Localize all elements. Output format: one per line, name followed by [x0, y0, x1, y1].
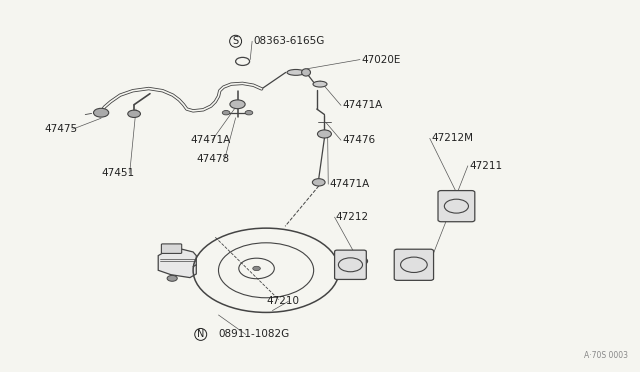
Circle shape: [222, 110, 230, 115]
Circle shape: [167, 275, 177, 281]
Text: 47020E: 47020E: [361, 55, 401, 65]
Text: 47476: 47476: [342, 135, 375, 145]
Ellipse shape: [287, 70, 305, 76]
FancyBboxPatch shape: [394, 249, 433, 280]
Text: 47471A: 47471A: [330, 179, 370, 189]
Text: 47475: 47475: [44, 124, 77, 134]
Text: 47471A: 47471A: [190, 135, 230, 145]
Text: S: S: [232, 36, 239, 46]
Circle shape: [253, 266, 260, 271]
Text: 47451: 47451: [101, 168, 134, 178]
Ellipse shape: [313, 81, 327, 87]
Circle shape: [230, 100, 245, 109]
FancyBboxPatch shape: [438, 190, 475, 222]
Ellipse shape: [301, 69, 310, 76]
FancyBboxPatch shape: [161, 244, 182, 253]
Text: 08911-1082G: 08911-1082G: [218, 330, 290, 339]
Circle shape: [93, 108, 109, 117]
Circle shape: [312, 179, 325, 186]
Circle shape: [245, 110, 253, 115]
Text: 47212: 47212: [336, 212, 369, 222]
Text: 47478: 47478: [196, 154, 229, 164]
FancyBboxPatch shape: [335, 250, 366, 279]
Text: A·70S 0003: A·70S 0003: [584, 351, 628, 360]
Text: 08363-6165G: 08363-6165G: [253, 36, 324, 46]
Text: 47210: 47210: [266, 296, 299, 307]
Text: 47211: 47211: [469, 161, 502, 171]
Circle shape: [317, 130, 332, 138]
Text: 47212M: 47212M: [431, 134, 473, 143]
Circle shape: [128, 110, 140, 118]
Polygon shape: [158, 247, 196, 278]
Text: 47471A: 47471A: [342, 100, 383, 110]
Text: N: N: [197, 330, 204, 339]
Ellipse shape: [342, 256, 367, 267]
